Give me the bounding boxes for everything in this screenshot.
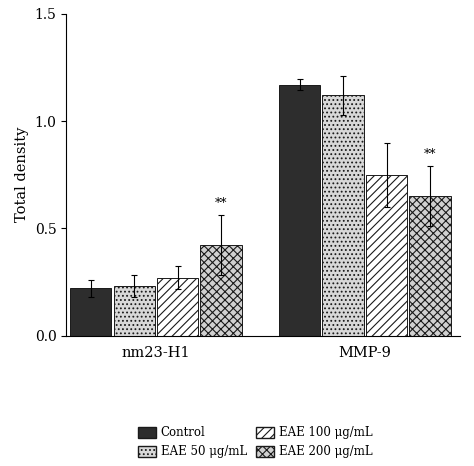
Text: **: ** <box>215 197 227 210</box>
Bar <box>322 96 364 336</box>
Y-axis label: Total density: Total density <box>15 127 29 222</box>
Bar <box>201 246 242 336</box>
Bar <box>410 196 451 336</box>
Bar <box>279 85 320 336</box>
Legend: Control, EAE 50 μg/mL, EAE 100 μg/mL, EAE 200 μg/mL: Control, EAE 50 μg/mL, EAE 100 μg/mL, EA… <box>138 426 372 458</box>
Bar <box>366 175 407 336</box>
Text: **: ** <box>424 148 436 161</box>
Bar <box>157 278 198 336</box>
Bar <box>114 286 155 336</box>
Bar <box>70 288 111 336</box>
